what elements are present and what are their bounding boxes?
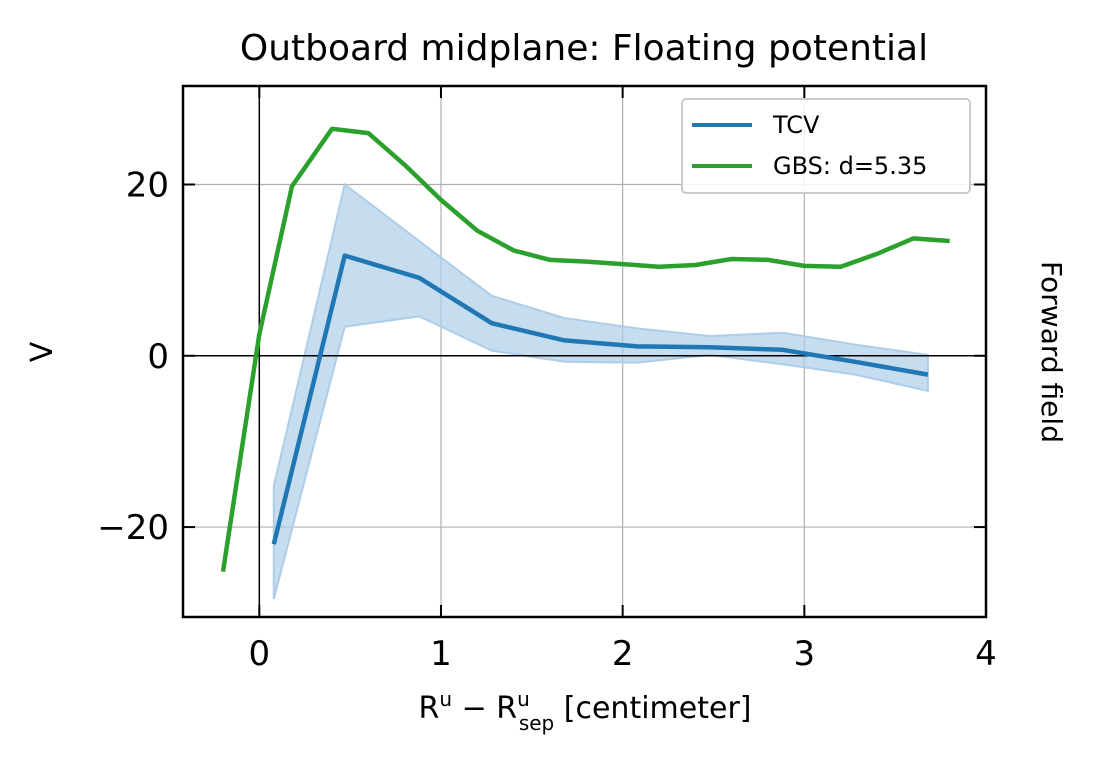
x-label-sup: u xyxy=(439,687,452,711)
x-tick-label: 1 xyxy=(430,634,452,674)
legend-box xyxy=(681,98,971,194)
tick-labels: 0 1 2 3 4 −20 0 20 xyxy=(97,165,997,674)
x-tick-label: 3 xyxy=(794,634,816,674)
series-lines xyxy=(220,126,950,572)
legend: TCV GBS: d=5.35 xyxy=(681,98,971,194)
x-tick-label: 2 xyxy=(612,634,634,674)
x-label-sup2: u xyxy=(517,687,530,711)
y-tick-label: 20 xyxy=(126,165,169,205)
plot-frame xyxy=(181,84,988,619)
bands xyxy=(272,182,929,600)
zero-lines xyxy=(183,86,986,617)
y-axis-label: V xyxy=(25,341,60,362)
x-label-main: R xyxy=(419,691,440,726)
x-label-op: − R xyxy=(452,691,517,726)
x-label-sub2: sep xyxy=(519,711,554,735)
chart-title: Outboard midplane: Floating potential xyxy=(240,28,928,69)
x-label-unit: [centimeter] xyxy=(554,691,751,726)
band-tcv xyxy=(272,182,929,600)
series-line-tcv xyxy=(271,253,929,545)
side-label: Forward field xyxy=(1035,261,1068,443)
ticks xyxy=(183,86,987,617)
x-tick-label: 0 xyxy=(248,634,270,674)
legend-entry-gbs: GBS: d=5.35 xyxy=(773,152,927,180)
y-tick-label: 0 xyxy=(147,337,169,377)
legend-entry-tcv: TCV xyxy=(772,111,820,139)
y-tick-label: −20 xyxy=(97,508,169,548)
x-tick-label: 4 xyxy=(975,634,997,674)
x-axis-label: Ru − Ru sep [centimeter] xyxy=(419,687,752,735)
series-line-gbs-d-5-35 xyxy=(220,126,950,572)
